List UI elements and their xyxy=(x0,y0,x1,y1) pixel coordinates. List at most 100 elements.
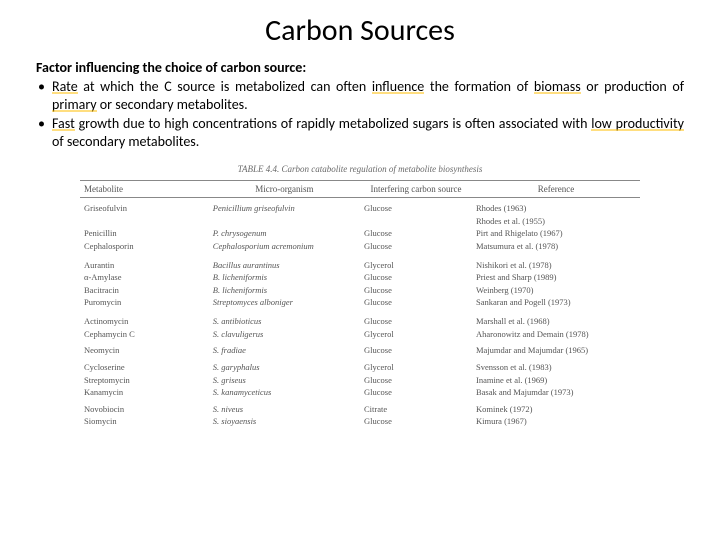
bullet-1-highlight-influence: influence xyxy=(372,78,424,95)
table-row: Cephamycin C S. clavuligerus Glycerol Ah… xyxy=(80,328,640,341)
bullet-1-highlight-biomass: biomass xyxy=(534,78,581,95)
cell-metabolite: Novobiocin xyxy=(80,399,209,416)
cell-source: Glucose xyxy=(360,198,472,215)
cell-source xyxy=(360,215,472,228)
cell-source: Glycerol xyxy=(360,253,472,272)
cell-source: Glycerol xyxy=(360,357,472,374)
cell-source: Glycerol xyxy=(360,328,472,341)
cell-organism: S. kanamyceticus xyxy=(209,386,360,399)
table-row: Cephalosporin Cephalosporium acremonium … xyxy=(80,240,640,253)
bullet-1-highlight-rate: Rate xyxy=(52,78,78,95)
cell-reference: Majumdar and Majumdar (1965) xyxy=(472,340,640,357)
col-reference: Reference xyxy=(472,181,640,198)
table-row: Bacitracin B. licheniformis Glucose Wein… xyxy=(80,284,640,297)
cell-metabolite: Cephalosporin xyxy=(80,240,209,253)
cell-reference: Pirt and Rhigelato (1967) xyxy=(472,227,640,240)
bullet-2-text-1: growth due to high concentrations of rap… xyxy=(75,115,591,132)
table-row: Streptomycin S. griseus Glucose Inamine … xyxy=(80,374,640,387)
cell-source: Glucose xyxy=(360,340,472,357)
cell-organism: S. niveus xyxy=(209,399,360,416)
cell-metabolite: Streptomycin xyxy=(80,374,209,387)
cell-reference: Aharonowitz and Demain (1978) xyxy=(472,328,640,341)
cell-source: Glucose xyxy=(360,386,472,399)
bullet-2-highlight-low: low productivity xyxy=(591,115,684,132)
cell-reference: Rhodes et al. (1955) xyxy=(472,215,640,228)
cell-organism: S. clavuligerus xyxy=(209,328,360,341)
cell-source: Glucose xyxy=(360,374,472,387)
cell-organism: B. licheniformis xyxy=(209,271,360,284)
cell-metabolite: Actinomycin xyxy=(80,309,209,328)
cell-source: Glucose xyxy=(360,284,472,297)
cell-organism: Streptomyces alboniger xyxy=(209,296,360,309)
cell-organism: S. antibioticus xyxy=(209,309,360,328)
table-row: Aurantin Bacillus aurantinus Glycerol Ni… xyxy=(80,253,640,272)
table-row: Neomycin S. fradiae Glucose Majumdar and… xyxy=(80,340,640,357)
cell-organism: S. garyphalus xyxy=(209,357,360,374)
cell-reference: Basak and Majumdar (1973) xyxy=(472,386,640,399)
col-organism: Micro-organism xyxy=(209,181,360,198)
cell-organism: Penicillium griseofulvin xyxy=(209,198,360,215)
bullet-2-text-2: of secondary metabolites. xyxy=(52,133,199,150)
cell-metabolite: Cephamycin C xyxy=(80,328,209,341)
bullet-2: Fast growth due to high concentrations o… xyxy=(36,115,684,150)
cell-source: Glucose xyxy=(360,271,472,284)
cell-metabolite: Puromycin xyxy=(80,296,209,309)
cell-source: Glucose xyxy=(360,227,472,240)
cell-reference: Priest and Sharp (1989) xyxy=(472,271,640,284)
cell-metabolite xyxy=(80,215,209,228)
table-row: Puromycin Streptomyces alboniger Glucose… xyxy=(80,296,640,309)
cell-reference: Kominek (1972) xyxy=(472,399,640,416)
table-caption: TABLE 4.4. Carbon catabolite regulation … xyxy=(80,164,640,174)
cell-reference: Nishikori et al. (1978) xyxy=(472,253,640,272)
table-body: Griseofulvin Penicillium griseofulvin Gl… xyxy=(80,198,640,429)
page-title: Carbon Sources xyxy=(36,12,684,49)
cell-reference: Inamine et al. (1969) xyxy=(472,374,640,387)
table-row: Griseofulvin Penicillium griseofulvin Gl… xyxy=(80,198,640,215)
cell-metabolite: Penicillin xyxy=(80,227,209,240)
table-row: Kanamycin S. kanamyceticus Glucose Basak… xyxy=(80,386,640,399)
bullet-1-text-1: at which the C source is metabolized can… xyxy=(78,78,372,95)
cell-reference: Svensson et al. (1983) xyxy=(472,357,640,374)
cell-metabolite: Neomycin xyxy=(80,340,209,357)
cell-metabolite: Cycloserine xyxy=(80,357,209,374)
col-carbon-source: Interfering carbon source xyxy=(360,181,472,198)
col-metabolite: Metabolite xyxy=(80,181,209,198)
cell-reference: Weinberg (1970) xyxy=(472,284,640,297)
bullet-1-text-3: or production of xyxy=(581,78,684,95)
bullet-1: Rate at which the C source is metabolize… xyxy=(36,78,684,113)
bullet-1-highlight-primary: primary xyxy=(52,96,97,113)
cell-reference: Sankaran and Pogell (1973) xyxy=(472,296,640,309)
cell-source: Glucose xyxy=(360,415,472,428)
cell-metabolite: Siomycin xyxy=(80,415,209,428)
cell-organism: P. chrysogenum xyxy=(209,227,360,240)
cell-source: Citrate xyxy=(360,399,472,416)
cell-source: Glucose xyxy=(360,240,472,253)
cell-organism: Cephalosporium acremonium xyxy=(209,240,360,253)
table-row: Actinomycin S. antibioticus Glucose Mars… xyxy=(80,309,640,328)
bullet-2-highlight-fast: Fast xyxy=(52,115,75,132)
cell-metabolite: α-Amylase xyxy=(80,271,209,284)
table-header-row: Metabolite Micro-organism Interfering ca… xyxy=(80,181,640,198)
bullet-1-text-2: the formation of xyxy=(424,78,534,95)
cell-organism: Bacillus aurantinus xyxy=(209,253,360,272)
cell-metabolite: Bacitracin xyxy=(80,284,209,297)
cell-organism: S. griseus xyxy=(209,374,360,387)
metabolite-table: Metabolite Micro-organism Interfering ca… xyxy=(80,180,640,428)
table-row: Cycloserine S. garyphalus Glycerol Svens… xyxy=(80,357,640,374)
cell-organism xyxy=(209,215,360,228)
cell-source: Glucose xyxy=(360,296,472,309)
cell-reference: Marshall et al. (1968) xyxy=(472,309,640,328)
table-row: α-Amylase B. licheniformis Glucose Pries… xyxy=(80,271,640,284)
cell-metabolite: Aurantin xyxy=(80,253,209,272)
cell-metabolite: Griseofulvin xyxy=(80,198,209,215)
subheading: Factor influencing the choice of carbon … xyxy=(36,59,684,76)
cell-source: Glucose xyxy=(360,309,472,328)
bullet-list: Rate at which the C source is metabolize… xyxy=(36,78,684,150)
cell-reference: Rhodes (1963) xyxy=(472,198,640,215)
table-row: Rhodes et al. (1955) xyxy=(80,215,640,228)
cell-organism: B. licheniformis xyxy=(209,284,360,297)
table-row: Penicillin P. chrysogenum Glucose Pirt a… xyxy=(80,227,640,240)
cell-organism: S. sioyaensis xyxy=(209,415,360,428)
table-row: Siomycin S. sioyaensis Glucose Kimura (1… xyxy=(80,415,640,428)
cell-metabolite: Kanamycin xyxy=(80,386,209,399)
